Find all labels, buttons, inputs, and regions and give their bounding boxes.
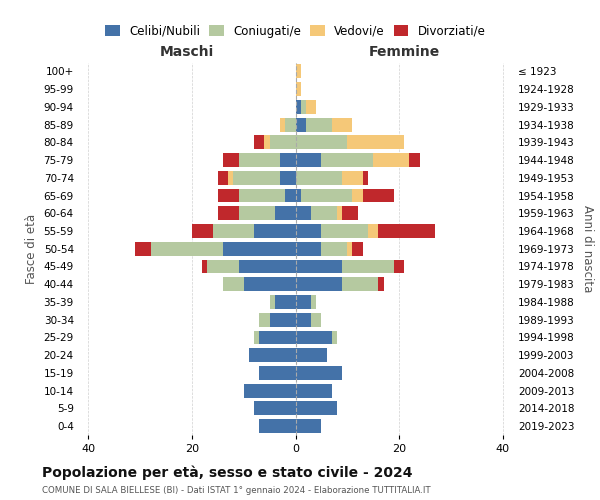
Bar bbox=[218, 188, 239, 202]
Bar bbox=[296, 419, 322, 433]
Bar bbox=[223, 242, 296, 256]
Bar bbox=[332, 330, 337, 344]
Bar bbox=[254, 224, 296, 238]
Bar bbox=[254, 136, 265, 149]
Bar bbox=[233, 171, 280, 184]
Bar bbox=[280, 118, 285, 132]
Bar bbox=[306, 100, 316, 114]
Text: Maschi: Maschi bbox=[160, 45, 214, 59]
Bar bbox=[296, 384, 332, 398]
Bar bbox=[259, 419, 296, 433]
Bar bbox=[296, 188, 301, 202]
Bar bbox=[394, 260, 404, 274]
Bar bbox=[342, 260, 394, 274]
Bar bbox=[296, 171, 342, 184]
Bar bbox=[239, 206, 275, 220]
Bar bbox=[322, 224, 368, 238]
Bar bbox=[301, 100, 306, 114]
Bar bbox=[296, 206, 311, 220]
Bar bbox=[239, 188, 285, 202]
Bar bbox=[285, 188, 296, 202]
Bar bbox=[342, 206, 358, 220]
Bar bbox=[280, 171, 296, 184]
Bar bbox=[311, 295, 316, 309]
Bar bbox=[311, 206, 337, 220]
Bar bbox=[352, 188, 363, 202]
Bar bbox=[332, 118, 352, 132]
Bar bbox=[296, 100, 301, 114]
Bar bbox=[259, 330, 296, 344]
Bar bbox=[373, 153, 409, 167]
Bar bbox=[363, 188, 394, 202]
Bar bbox=[409, 153, 420, 167]
Bar bbox=[259, 313, 269, 326]
Bar bbox=[239, 153, 280, 167]
Bar bbox=[296, 260, 342, 274]
Legend: Celibi/Nubili, Coniugati/e, Vedovi/e, Divorziati/e: Celibi/Nubili, Coniugati/e, Vedovi/e, Di… bbox=[101, 20, 490, 42]
Bar bbox=[259, 366, 296, 380]
Bar bbox=[275, 206, 296, 220]
Bar bbox=[311, 313, 322, 326]
Bar bbox=[135, 242, 151, 256]
Bar bbox=[342, 278, 379, 291]
Bar bbox=[249, 348, 296, 362]
Bar bbox=[254, 330, 259, 344]
Bar bbox=[306, 118, 332, 132]
Text: Popolazione per età, sesso e stato civile - 2024: Popolazione per età, sesso e stato civil… bbox=[42, 466, 413, 480]
Bar bbox=[254, 402, 296, 415]
Bar bbox=[296, 224, 322, 238]
Y-axis label: Fasce di età: Fasce di età bbox=[25, 214, 38, 284]
Bar bbox=[322, 242, 347, 256]
Bar bbox=[244, 278, 296, 291]
Bar bbox=[218, 171, 228, 184]
Bar bbox=[265, 136, 269, 149]
Bar bbox=[208, 260, 239, 274]
Bar bbox=[379, 278, 383, 291]
Bar bbox=[275, 295, 296, 309]
Bar bbox=[269, 136, 296, 149]
Bar bbox=[379, 224, 436, 238]
Bar bbox=[296, 242, 322, 256]
Bar bbox=[296, 402, 337, 415]
Bar bbox=[228, 171, 233, 184]
Bar bbox=[347, 136, 404, 149]
Bar bbox=[218, 206, 239, 220]
Bar bbox=[296, 136, 347, 149]
Bar bbox=[337, 206, 342, 220]
Text: Femmine: Femmine bbox=[368, 45, 440, 59]
Text: COMUNE DI SALA BIELLESE (BI) - Dati ISTAT 1° gennaio 2024 - Elaborazione TUTTITA: COMUNE DI SALA BIELLESE (BI) - Dati ISTA… bbox=[42, 486, 431, 495]
Bar bbox=[212, 224, 254, 238]
Bar bbox=[244, 384, 296, 398]
Bar bbox=[301, 188, 352, 202]
Bar bbox=[347, 242, 352, 256]
Bar bbox=[296, 118, 306, 132]
Bar bbox=[342, 171, 363, 184]
Bar bbox=[352, 242, 363, 256]
Bar bbox=[223, 278, 244, 291]
Bar bbox=[296, 295, 311, 309]
Bar bbox=[285, 118, 296, 132]
Bar bbox=[269, 295, 275, 309]
Bar bbox=[363, 171, 368, 184]
Bar bbox=[192, 224, 212, 238]
Bar bbox=[296, 278, 342, 291]
Bar bbox=[280, 153, 296, 167]
Bar bbox=[269, 313, 296, 326]
Bar bbox=[296, 348, 326, 362]
Bar bbox=[296, 313, 311, 326]
Bar bbox=[239, 260, 296, 274]
Bar bbox=[151, 242, 223, 256]
Bar bbox=[368, 224, 379, 238]
Bar bbox=[296, 153, 322, 167]
Y-axis label: Anni di nascita: Anni di nascita bbox=[581, 205, 594, 292]
Bar bbox=[296, 330, 332, 344]
Bar bbox=[223, 153, 239, 167]
Bar bbox=[202, 260, 208, 274]
Bar bbox=[296, 82, 301, 96]
Bar bbox=[296, 366, 342, 380]
Bar bbox=[296, 64, 301, 78]
Bar bbox=[322, 153, 373, 167]
